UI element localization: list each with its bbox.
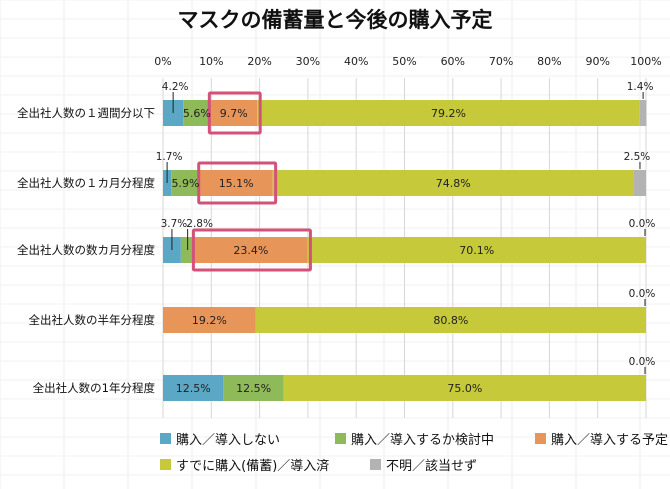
bar-segment (633, 170, 646, 196)
bar-segment (163, 375, 224, 401)
data-label: 9.7% (220, 107, 248, 120)
legend-label: 不明／該当せず (386, 458, 477, 474)
bar-segment (639, 100, 647, 126)
x-tick-label: 70% (489, 55, 513, 68)
bar-segment (183, 100, 211, 126)
data-label: 3.7% (161, 218, 188, 230)
bar-segment (255, 307, 646, 333)
legend-label: 購入／導入しない (176, 433, 280, 448)
highlight-box (191, 228, 312, 272)
x-tick-label: 90% (585, 55, 609, 68)
bar-segment (223, 375, 284, 401)
legend-swatch (535, 433, 546, 444)
data-label: 1.7% (156, 151, 183, 163)
bar-segment (307, 237, 646, 263)
data-label: 74.8% (436, 177, 471, 190)
bar-segment (163, 307, 256, 333)
data-label: 0.0% (629, 218, 656, 230)
data-label: 70.1% (459, 244, 494, 257)
category-label: 全出社人数の数カ月分程度 (17, 243, 155, 257)
legend-label: 購入／導入する予定 (551, 433, 668, 448)
data-label: 4.2% (162, 81, 189, 93)
data-label: 0.0% (629, 288, 656, 300)
bar-segment (210, 100, 258, 126)
legend-swatch (160, 433, 171, 444)
x-tick-label: 20% (247, 55, 271, 68)
data-label: 2.8% (186, 218, 213, 230)
legend-swatch (370, 459, 381, 470)
data-label: 80.8% (433, 314, 468, 327)
data-label: 12.5% (236, 382, 271, 395)
chart-title: マスクの備蓄量と今後の購入予定 (178, 8, 493, 32)
bar-segment (283, 375, 646, 401)
category-label: 全出社人数の１カ月分程度 (17, 176, 155, 190)
category-label: 全出社人数の1年分程度 (33, 381, 156, 395)
data-label: 5.9% (171, 177, 199, 190)
bar-segment (194, 237, 308, 263)
bar-segment (257, 100, 640, 126)
x-tick-label: 0% (154, 55, 171, 68)
highlight-box (207, 91, 262, 135)
data-label: 5.6% (183, 107, 211, 120)
bar-segment (171, 170, 200, 196)
data-label: 1.4% (627, 81, 654, 93)
data-label: 15.1% (219, 177, 254, 190)
x-tick-label: 10% (199, 55, 223, 68)
x-tick-label: 100% (630, 55, 661, 68)
x-tick-label: 50% (392, 55, 416, 68)
highlight-box (197, 161, 278, 205)
data-label: 12.5% (176, 382, 211, 395)
category-label: 全出社人数の半年分程度 (29, 313, 156, 327)
data-label: 0.0% (629, 356, 656, 368)
legend-label: すでに購入(備蓄)／導入済 (176, 458, 329, 474)
data-label: 2.5% (624, 151, 651, 163)
bar-segment (199, 170, 273, 196)
legend-swatch (335, 433, 346, 444)
data-label: 23.4% (233, 244, 268, 257)
x-tick-label: 80% (537, 55, 561, 68)
data-label: 75.0% (447, 382, 482, 395)
data-label: 19.2% (192, 314, 227, 327)
legend-label: 購入／導入するか検討中 (351, 432, 494, 448)
legend-swatch (160, 459, 171, 470)
x-tick-label: 40% (344, 55, 368, 68)
x-tick-label: 60% (441, 55, 465, 68)
x-tick-label: 30% (296, 55, 320, 68)
category-label: 全出社人数の１週間分以下 (17, 106, 155, 120)
data-label: 79.2% (431, 107, 466, 120)
bar-segment (272, 170, 634, 196)
